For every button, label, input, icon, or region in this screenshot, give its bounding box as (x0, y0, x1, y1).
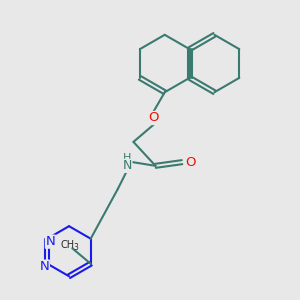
Text: N: N (122, 159, 132, 172)
Text: N: N (40, 260, 49, 273)
Text: H: H (123, 153, 131, 163)
Text: O: O (185, 156, 195, 169)
Text: 3: 3 (74, 243, 78, 252)
Text: O: O (148, 112, 159, 124)
Text: CH: CH (61, 240, 75, 250)
Text: N: N (45, 235, 55, 248)
